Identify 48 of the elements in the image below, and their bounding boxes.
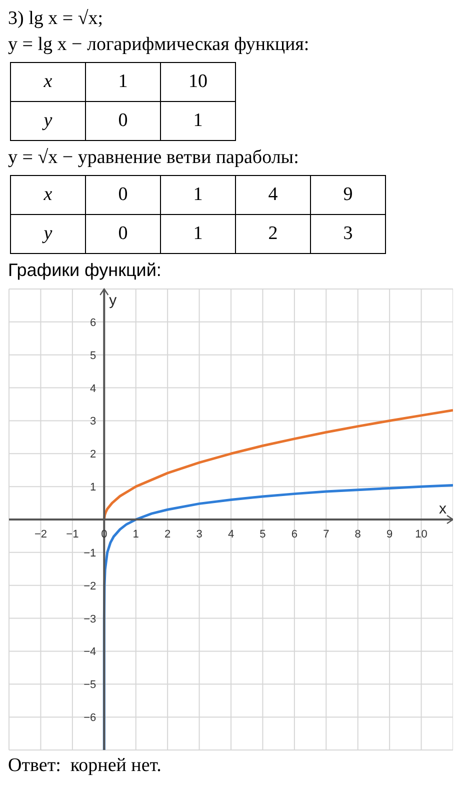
- y-axis-title: y: [109, 292, 118, 309]
- text: y: [10, 214, 86, 254]
- text: 0: [86, 214, 160, 254]
- text: y: [10, 102, 86, 140]
- text: 9: [310, 176, 386, 214]
- y-tick-label: 4: [90, 382, 96, 395]
- text: 4: [236, 176, 310, 214]
- text: 1: [160, 214, 236, 254]
- text: y = lg x − логарифмическая функция:: [8, 34, 310, 56]
- y-tick-label: 1: [90, 482, 96, 494]
- x-tick-label: −1: [66, 528, 79, 540]
- x-axis-title: x: [439, 500, 447, 518]
- text: 0: [86, 102, 160, 140]
- y-tick-label: −1: [84, 547, 96, 560]
- text: 10: [160, 62, 236, 102]
- x-tick-label: 2: [164, 528, 171, 540]
- x-tick-label: 8: [354, 528, 361, 540]
- text: 1: [160, 102, 236, 140]
- text: 2: [236, 214, 310, 254]
- line-series: [102, 484, 453, 750]
- y-tick-label: −2: [84, 580, 96, 592]
- y-tick-label: −5: [84, 679, 96, 692]
- text: 1: [160, 176, 236, 214]
- x-tick-label: 1: [132, 528, 139, 540]
- x-tick-label: 6: [291, 528, 298, 540]
- line-series: [102, 408, 453, 521]
- y-tick-label: 6: [90, 316, 96, 329]
- y-tick-label: −4: [84, 646, 96, 658]
- text: y = √x − уравнение ветви параболы:: [8, 147, 300, 169]
- y-tick-label: −6: [84, 712, 96, 724]
- x-tick-label: 7: [323, 528, 330, 540]
- y-tick-label: −3: [84, 613, 96, 626]
- x-tick-label: 5: [260, 528, 266, 540]
- text: Ответ: корней нет.: [8, 755, 162, 777]
- text: x: [10, 62, 86, 102]
- x-tick-label: 3: [196, 528, 202, 540]
- text: x: [10, 176, 86, 214]
- text: 3: [310, 214, 386, 254]
- text: 0: [86, 176, 160, 214]
- chart-title: 3) lg x = √x;: [8, 8, 104, 30]
- x-tick-label: −2: [34, 528, 47, 540]
- y-tick-label: 5: [90, 350, 96, 362]
- text: Графики функций:: [8, 260, 162, 281]
- x-tick-label: 4: [228, 528, 234, 540]
- x-tick-label: 10: [415, 528, 428, 540]
- x-tick-label: 9: [386, 528, 393, 540]
- y-tick-label: 2: [90, 448, 96, 461]
- y-tick-label: 3: [90, 416, 96, 428]
